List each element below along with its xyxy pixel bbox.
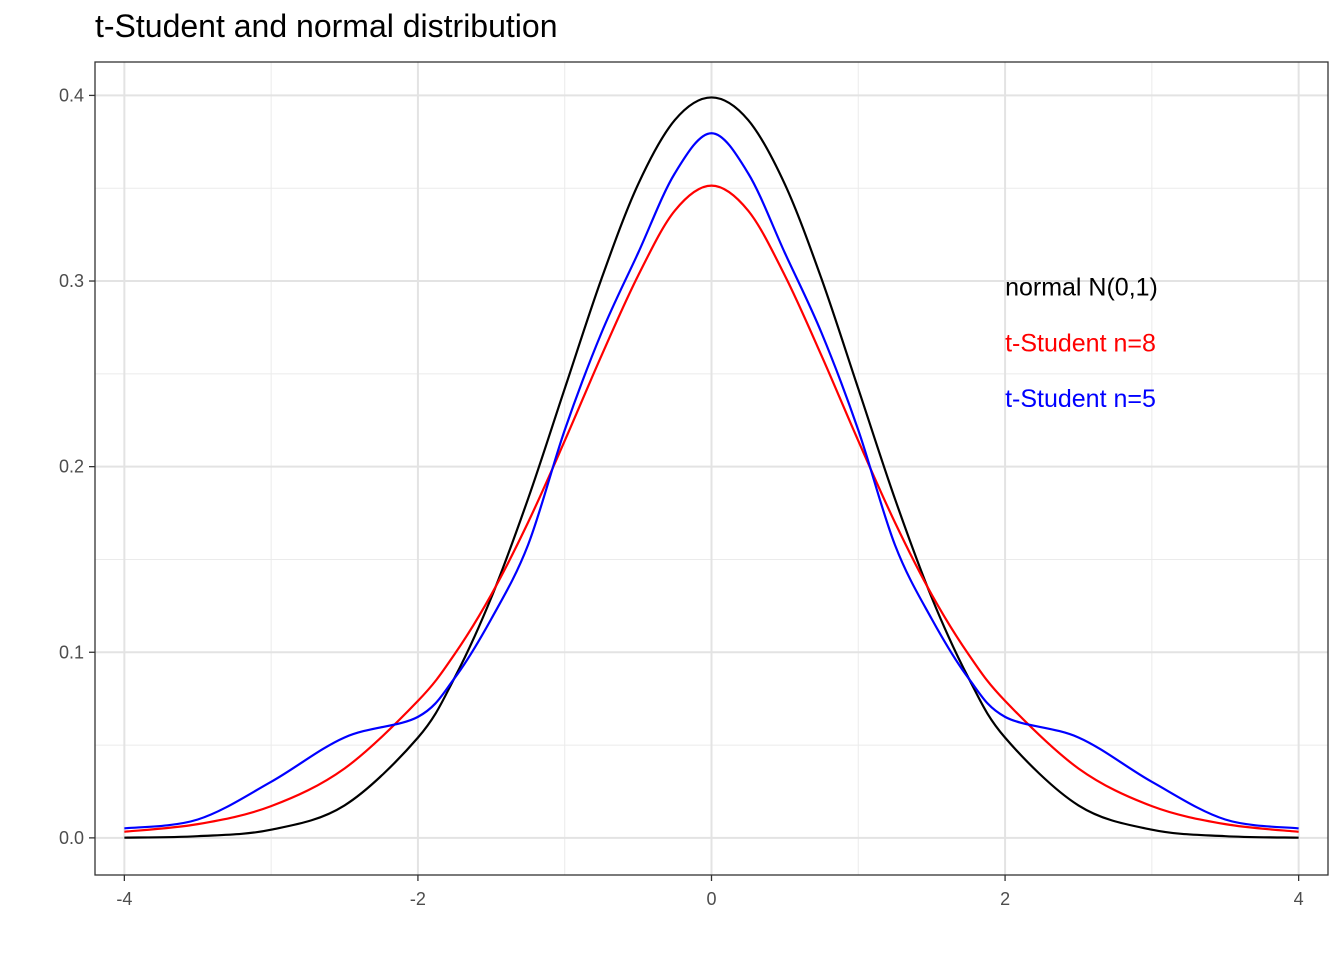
annotation-t5: t-Student n=5 (1005, 385, 1156, 413)
series-group (124, 96, 1299, 839)
grid (95, 62, 1328, 875)
annotation-normal: normal N(0,1) (1005, 274, 1158, 302)
annotations: normal N(0,1) t-Student n=8 t-Student n=5 (1005, 274, 1158, 413)
annotation-t8: t-Student n=8 (1005, 329, 1156, 357)
axes: -4 -2 0 2 4 0.0 0.1 0.2 0.3 0.4 (59, 61, 1329, 909)
x-tick-label: -4 (116, 889, 132, 909)
y-tick-label: 0.1 (59, 642, 84, 662)
x-tick-label: 4 (1294, 889, 1304, 909)
series-line-t5 (124, 132, 1299, 830)
x-tick-label: 2 (1000, 889, 1010, 909)
chart-title: t-Student and normal distribution (95, 8, 558, 44)
y-tick-label: 0.4 (59, 85, 84, 105)
x-tick-label: 0 (706, 889, 716, 909)
series-line-t8 (124, 184, 1299, 833)
x-tick-label: -2 (410, 889, 426, 909)
y-tick-label: 0.2 (59, 457, 84, 477)
series-line-normal (124, 96, 1299, 839)
y-tick-label: 0.0 (59, 828, 84, 848)
y-tick-label: 0.3 (59, 271, 84, 291)
